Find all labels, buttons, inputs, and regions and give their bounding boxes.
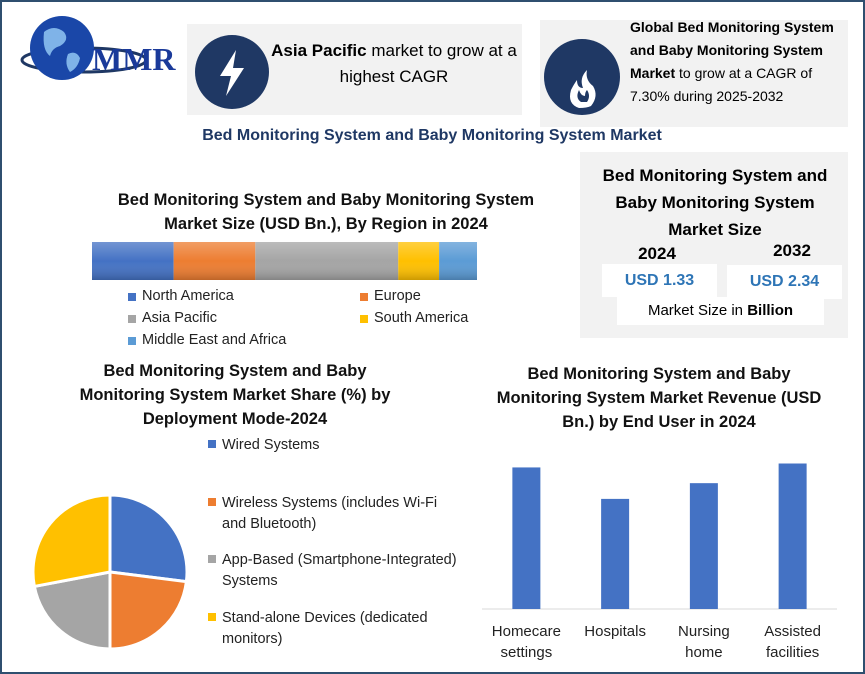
bar xyxy=(512,467,541,609)
callout-bold: Global Bed Monitoring System and Baby Mo… xyxy=(630,19,834,81)
x-tick-label: Nursing home xyxy=(678,623,730,661)
pie-slice xyxy=(108,570,189,651)
legend-label: Middle East and Africa xyxy=(142,332,287,348)
x-tick-label: Hospitals xyxy=(584,623,646,640)
legend-item: Wired Systems xyxy=(208,435,458,456)
year: 2032 xyxy=(773,241,811,260)
legend-swatch xyxy=(208,440,216,448)
chart-title: Bed Monitoring System and Baby Monitorin… xyxy=(117,191,535,233)
legend-label: Wireless Systems (includes Wi-Fi and Blu… xyxy=(222,495,438,532)
bar xyxy=(689,483,718,609)
legend: North America Europe Asia Pacific South Ame… xyxy=(128,288,508,358)
x-label-box: Assisted facilities xyxy=(764,623,821,661)
pie-slice xyxy=(31,493,112,589)
chart-title: Bed Monitoring System and Baby Monitorin… xyxy=(496,365,822,431)
icon xyxy=(544,39,620,115)
legend-item: App-Based (Smartphone-Integrated) System… xyxy=(208,550,458,592)
legend-swatch xyxy=(128,293,136,301)
legend-item: North America xyxy=(128,288,234,304)
legend-swatch xyxy=(360,293,368,301)
legend-label: North America xyxy=(142,288,234,304)
value: USD 1.33 xyxy=(602,264,717,297)
logo: MMR xyxy=(20,16,176,80)
pie-slice xyxy=(108,493,189,584)
note: Market Size in Billion xyxy=(617,297,824,325)
pie-chart xyxy=(31,493,189,651)
chart-title: Bed Monitoring System and Baby Monitorin… xyxy=(79,362,391,428)
x-label-box: Homecare settings xyxy=(491,623,561,661)
value: USD 2.34 xyxy=(727,265,842,299)
legend-item: Middle East and Africa xyxy=(128,332,286,348)
legend-swatch xyxy=(208,498,216,506)
legend-swatch xyxy=(128,337,136,345)
icon xyxy=(195,35,269,109)
stacked-bar-chart xyxy=(92,242,477,280)
legend-item: Asia Pacific xyxy=(128,310,217,326)
year: 2024 xyxy=(638,244,676,263)
main-title: Bed Monitoring System and Baby Monitorin… xyxy=(202,127,662,144)
callout-rest: to grow at a CAGR of 7.30% during 2025-2… xyxy=(630,65,813,104)
bar xyxy=(778,463,807,609)
x-label-box: Hospitals xyxy=(584,623,646,640)
callout-rest: market to grow at a highest CAGR xyxy=(339,41,517,86)
note-text: Market Size in xyxy=(647,302,744,319)
pie-slice xyxy=(32,570,112,651)
legend-label: South America xyxy=(374,310,469,326)
legend-item: Europe xyxy=(360,288,421,304)
x-label-box: Nursing home xyxy=(678,623,730,661)
bar xyxy=(601,498,630,609)
legend-label: Wired Systems xyxy=(222,437,320,453)
legend-label: App-Based (Smartphone-Integrated) System… xyxy=(222,552,457,589)
x-tick-label: Assisted facilities xyxy=(764,623,821,661)
legend-item: Wireless Systems (includes Wi-Fi and Blu… xyxy=(208,493,458,535)
x-tick-label: Homecare settings xyxy=(491,623,561,661)
callout-bold: Asia Pacific xyxy=(271,41,367,60)
legend-item: Stand-alone Devices (dedicated monitors) xyxy=(208,608,458,650)
callout-text: Asia Pacific market to grow at a highest… xyxy=(268,38,520,90)
legend-swatch xyxy=(128,315,136,323)
callout-text: Global Bed Monitoring System and Baby Mo… xyxy=(630,16,845,108)
bar-chart: Homecare settings Hospitals Nursing home As… xyxy=(482,463,837,661)
legend-label: Stand-alone Devices (dedicated monitors) xyxy=(222,610,428,647)
legend-item: South America xyxy=(360,310,468,326)
legend: Wired Systems Wireless Systems (includes … xyxy=(208,435,468,655)
bar-shade xyxy=(92,242,477,280)
legend-swatch xyxy=(208,613,216,621)
legend-label: Europe xyxy=(374,288,421,304)
legend-swatch xyxy=(208,555,216,563)
market-size-title: Bed Monitoring System and Baby Monitorin… xyxy=(602,166,828,239)
legend-label: Asia Pacific xyxy=(142,310,217,326)
legend-swatch xyxy=(360,315,368,323)
note-bold: Billion xyxy=(747,302,794,319)
logo-text: MMR xyxy=(92,41,176,77)
